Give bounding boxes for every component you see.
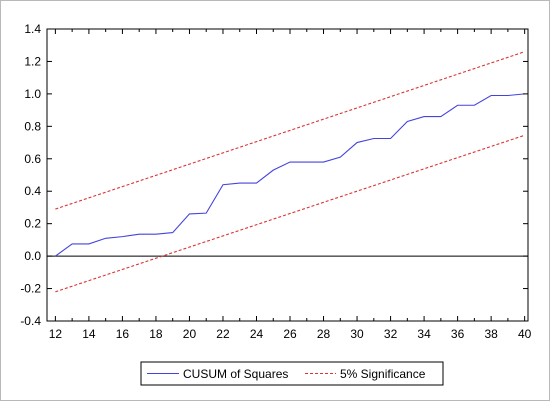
y-tick-label: -0.2 bbox=[20, 282, 41, 296]
y-tick-label: 0.0 bbox=[24, 249, 41, 263]
significance-lower-line bbox=[55, 134, 525, 293]
x-tick-label: 16 bbox=[116, 327, 130, 341]
y-tick-label: 1.0 bbox=[24, 87, 41, 101]
x-tick-label: 12 bbox=[49, 327, 63, 341]
x-tick-label: 32 bbox=[384, 327, 398, 341]
y-tick-label: 0.6 bbox=[24, 152, 41, 166]
y-tick-label: 1.2 bbox=[24, 54, 41, 68]
y-tick-label: 1.4 bbox=[24, 22, 41, 36]
y-tick-label: -0.4 bbox=[20, 314, 41, 328]
cusum-squares-line bbox=[55, 93, 525, 257]
x-tick-label: 22 bbox=[216, 327, 230, 341]
legend-box bbox=[140, 361, 444, 386]
x-tick-label: 38 bbox=[484, 327, 498, 341]
legend-label-cusum: CUSUM of Squares bbox=[183, 367, 288, 381]
x-tick-label: 26 bbox=[283, 327, 297, 341]
y-tick-label: 0.4 bbox=[24, 184, 41, 198]
x-tick-label: 18 bbox=[149, 327, 163, 341]
x-tick-label: 28 bbox=[317, 327, 331, 341]
x-tick-label: 36 bbox=[451, 327, 465, 341]
y-tick-label: 0.8 bbox=[24, 119, 41, 133]
x-tick-label: 34 bbox=[417, 327, 431, 341]
x-tick-label: 30 bbox=[350, 327, 364, 341]
y-tick-label: 0.2 bbox=[24, 217, 41, 231]
legend-label-significance: 5% Significance bbox=[340, 367, 426, 381]
x-tick-label: 24 bbox=[250, 327, 264, 341]
significance-upper-line bbox=[55, 51, 525, 210]
plot-area bbox=[46, 28, 529, 322]
x-tick-label: 40 bbox=[518, 327, 532, 341]
legend: CUSUM of Squares 5% Significance bbox=[140, 361, 444, 386]
x-tick-label: 14 bbox=[82, 327, 96, 341]
x-tick-label: 20 bbox=[183, 327, 197, 341]
